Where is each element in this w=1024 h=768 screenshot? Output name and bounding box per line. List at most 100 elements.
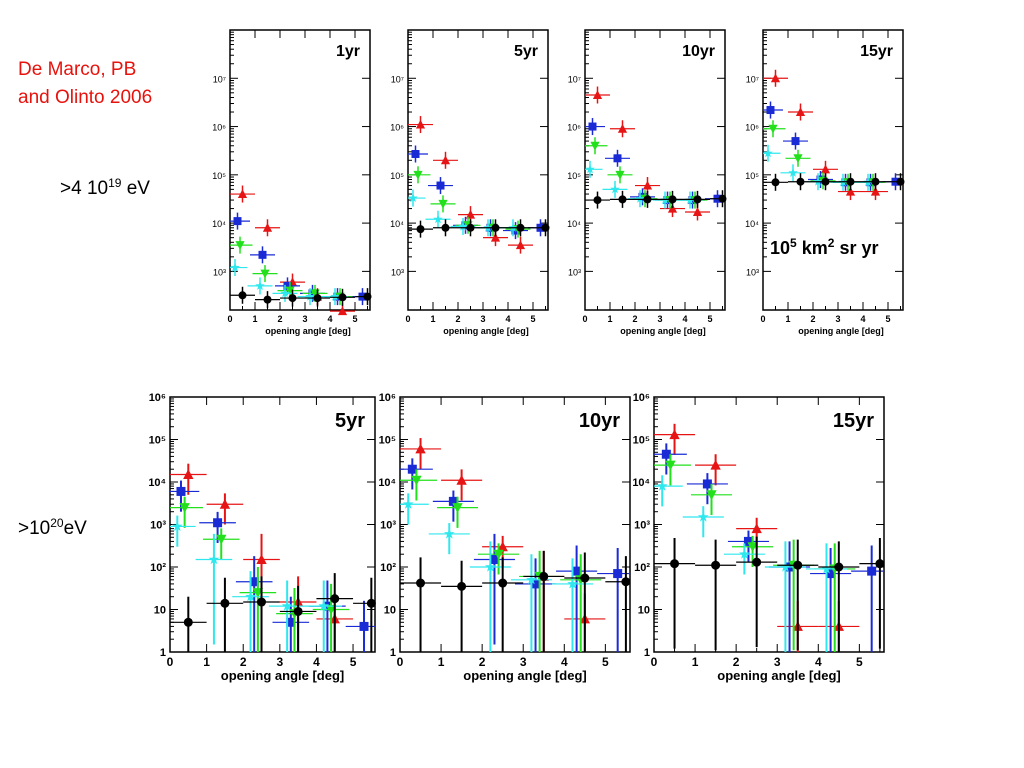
data-point (457, 581, 467, 591)
exposure-label: 105 km2 sr yr (768, 236, 881, 259)
y-tick-label: 1 (644, 647, 650, 659)
panel-title: 15yr (860, 43, 893, 60)
x-axis-label: opening angle [deg] (443, 326, 529, 336)
x-tick-label: 4 (327, 314, 332, 324)
y-tick-label: 10⁵ (379, 435, 396, 447)
y-tick-label: 1 (160, 647, 166, 659)
series-cyan (170, 515, 343, 652)
x-tick-label: 3 (520, 655, 527, 669)
x-tick-label: 1 (430, 314, 435, 324)
y-tick-label: 10⁶ (390, 123, 404, 133)
data-point (338, 293, 347, 302)
series-black (230, 286, 372, 309)
data-point (441, 223, 450, 232)
data-point (820, 164, 831, 174)
data-point (415, 119, 426, 129)
y-tick-label: 10⁵ (149, 435, 166, 447)
x-tick-label: 4 (313, 655, 320, 669)
data-point (305, 291, 315, 301)
data-point (896, 177, 905, 186)
data-point (411, 475, 422, 486)
data-point (258, 250, 267, 259)
y-tick-label: 10⁷ (746, 74, 759, 84)
data-point (493, 549, 504, 560)
x-tick-label: 5 (707, 314, 712, 324)
citation-line-1: De Marco, PB (18, 59, 137, 80)
x-axis-label: opening angle [deg] (463, 668, 587, 683)
data-point (359, 621, 369, 631)
y-tick-label: 10⁴ (745, 219, 759, 229)
plot-frame (762, 29, 904, 311)
data-point (252, 588, 264, 598)
y-tick-label: 10⁶ (379, 392, 396, 404)
data-point (821, 563, 832, 574)
data-point (867, 566, 877, 576)
panel-2: 0 1 2 3 4 5 10³ 10⁴ 10⁵ 10⁶ 10⁷ opening angle [deg]… (390, 29, 550, 336)
y-tick-label: 10³ (634, 520, 650, 532)
data-point (465, 209, 476, 219)
plot-frame (229, 29, 371, 311)
data-point (179, 503, 190, 513)
data-point (613, 569, 623, 579)
x-tick-label: 1 (607, 314, 612, 324)
data-point (458, 221, 468, 231)
citation: De Marco, PB and Olinto 2006 (18, 56, 152, 112)
data-point (661, 449, 671, 459)
exposure-label-exp2: 2 (827, 236, 835, 250)
data-point (456, 474, 467, 485)
series-blue (400, 458, 630, 652)
y-tick-label: 10⁴ (390, 219, 404, 229)
y-tick-label: 10⁵ (745, 171, 759, 181)
series-black (763, 173, 905, 191)
panel-3: 0 1 2 3 4 5 10³ 10⁴ 10⁵ 10⁶ 10⁷ opening angle [deg]… (567, 29, 727, 336)
y-tick-label: 10³ (213, 267, 226, 277)
data-point (793, 154, 803, 164)
data-point (752, 557, 762, 567)
data-point (516, 223, 525, 232)
x-tick-label: 0 (405, 314, 410, 324)
data-point (285, 286, 295, 296)
data-point (590, 141, 600, 151)
data-point (697, 511, 709, 522)
x-axis-label: opening angle [deg] (620, 326, 706, 336)
data-point (642, 180, 653, 190)
data-point (766, 106, 775, 115)
data-point (318, 600, 330, 611)
data-point (366, 598, 376, 608)
data-point (220, 598, 230, 608)
data-point (249, 577, 259, 587)
data-point (466, 223, 475, 232)
data-point (592, 90, 603, 100)
data-point (407, 464, 417, 474)
y-tick-label: 10³ (150, 520, 166, 532)
data-point (176, 486, 186, 496)
data-point (739, 548, 750, 559)
row-label-top-prefix: >4 10 (60, 178, 109, 199)
x-tick-label: 0 (651, 655, 658, 669)
data-point (613, 154, 622, 163)
x-tick-label: 0 (397, 655, 404, 669)
data-point (796, 177, 805, 186)
data-point (788, 167, 798, 177)
data-point (238, 291, 247, 300)
x-tick-label: 0 (167, 655, 174, 669)
y-tick-label: 10⁵ (390, 171, 404, 181)
data-point (208, 553, 220, 565)
y-tick-label: 10² (380, 562, 396, 574)
data-point (436, 181, 445, 190)
data-point (183, 469, 194, 480)
x-tick-label: 0 (760, 314, 765, 324)
data-point (313, 294, 322, 303)
x-tick-label: 2 (733, 655, 740, 669)
data-point (283, 281, 292, 290)
x-tick-label: 1 (785, 314, 790, 324)
y-tick-label: 10 (638, 605, 650, 617)
data-point (172, 520, 183, 531)
data-point (768, 124, 778, 134)
exposure-label-exp1: 5 (790, 236, 797, 250)
y-tick-label: 10³ (746, 267, 759, 277)
data-point (433, 214, 443, 224)
panel-title: 5yr (335, 410, 365, 432)
data-point (286, 617, 296, 627)
